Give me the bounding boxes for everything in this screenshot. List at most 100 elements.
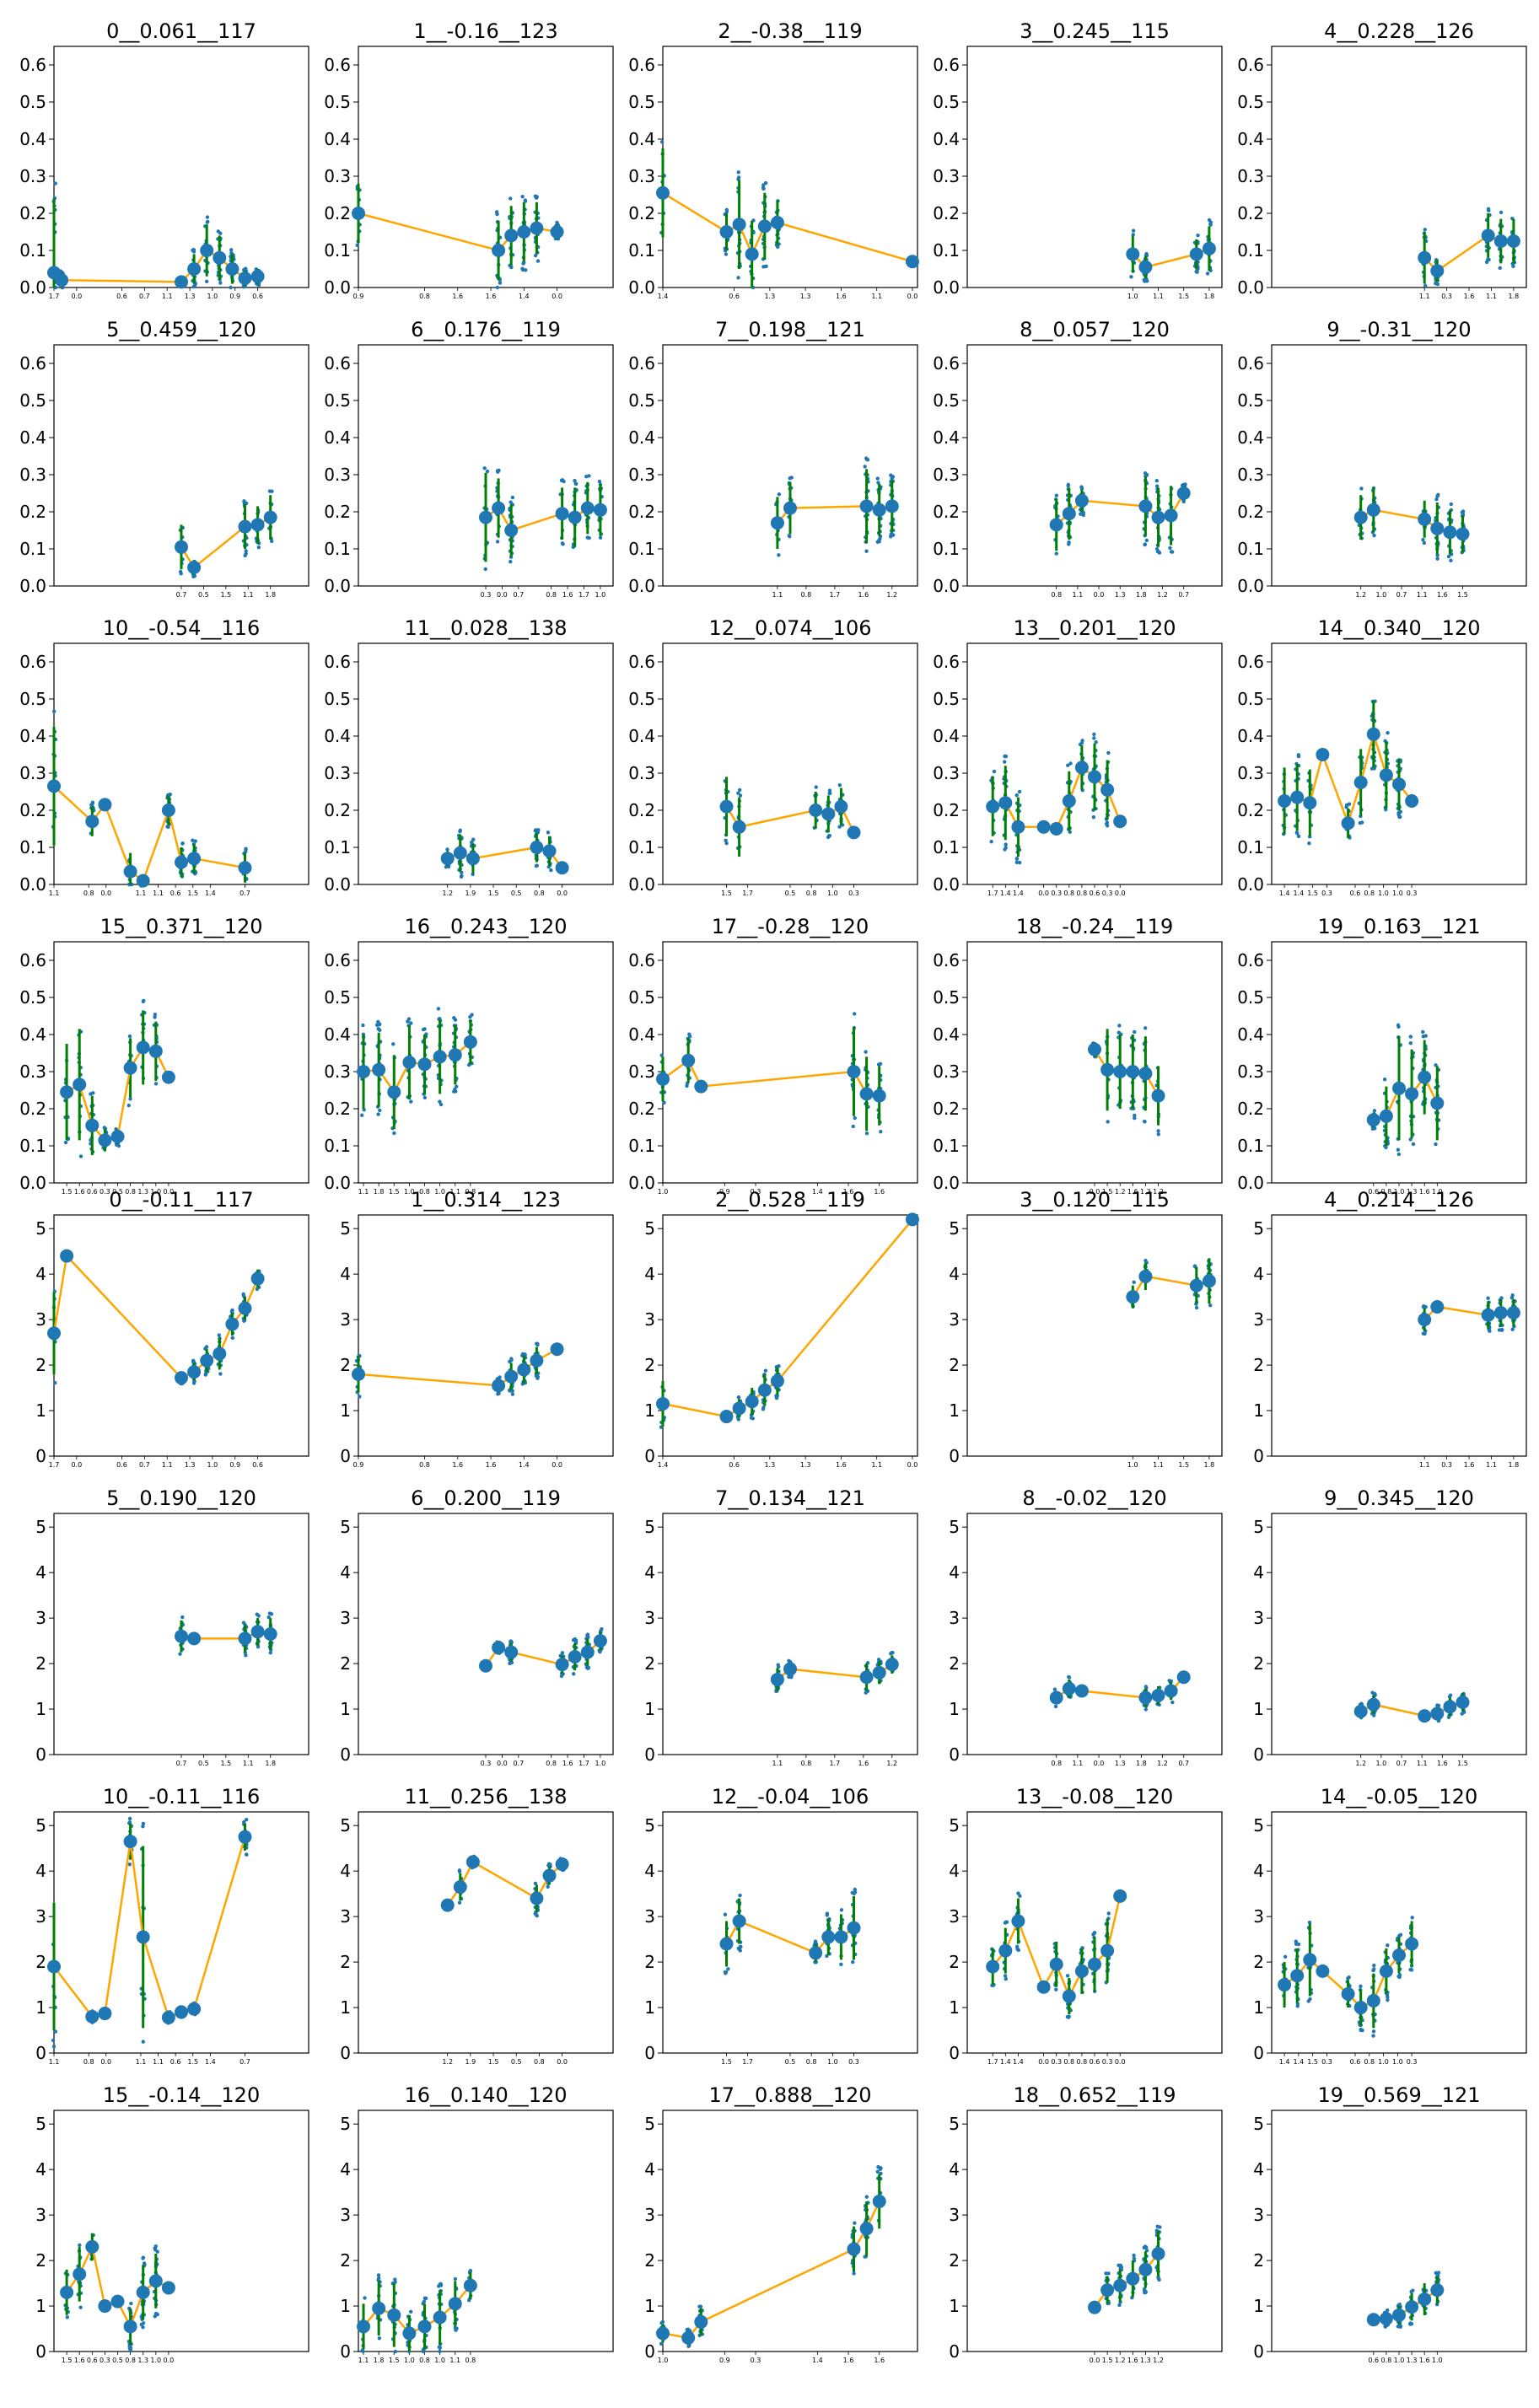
sample-dot bbox=[1169, 550, 1174, 554]
y-tick-label: 0.6 bbox=[19, 55, 46, 75]
data-point bbox=[1366, 727, 1380, 741]
sample-dot bbox=[876, 1658, 881, 1662]
y-tick-label: 0.5 bbox=[324, 92, 351, 112]
sample-dot bbox=[1014, 860, 1019, 865]
sample-dot bbox=[761, 265, 766, 269]
y-tick-label: 0.3 bbox=[628, 763, 655, 783]
data-point bbox=[402, 1056, 417, 1069]
data-point bbox=[47, 1326, 61, 1341]
y-tick-label: 3 bbox=[644, 1309, 655, 1330]
data-point bbox=[250, 269, 265, 283]
x-tick-label: 1.6 bbox=[1464, 293, 1475, 300]
sample-dot bbox=[1498, 266, 1502, 271]
sample-dot bbox=[128, 1097, 132, 1101]
x-tick-label: 1.3 bbox=[800, 293, 811, 300]
sample-dot bbox=[523, 199, 528, 203]
data-point bbox=[1443, 1700, 1457, 1714]
x-tick-label: 0.8 bbox=[1063, 890, 1074, 897]
y-tick-label: 4 bbox=[340, 1562, 351, 1583]
sample-dot bbox=[244, 549, 248, 553]
sample-dot bbox=[1067, 2015, 1071, 2019]
sample-dot bbox=[1066, 542, 1071, 546]
sample-dot bbox=[1411, 1142, 1416, 1147]
sample-dot bbox=[267, 1611, 272, 1615]
x-tick-label: 1.6 bbox=[452, 1461, 463, 1469]
sample-dot bbox=[91, 1091, 95, 1095]
sample-dot bbox=[1156, 1132, 1160, 1137]
x-tick-label: 1.1 bbox=[243, 591, 254, 599]
y-tick-label: 0 bbox=[949, 1744, 960, 1765]
sample-dot bbox=[127, 1034, 132, 1039]
sample-dot bbox=[1054, 1987, 1058, 1991]
subplot-2: 2__-0.38__119 0.0 0.1 0.2 0.3 0.4 0.5 0.6 1.4 0.6… bbox=[628, 19, 919, 300]
data-point bbox=[85, 1118, 100, 1132]
data-point bbox=[1392, 777, 1406, 792]
sample-dot bbox=[1460, 1712, 1464, 1716]
axes-frame bbox=[53, 46, 309, 288]
x-tick-label: 1.5 bbox=[220, 591, 231, 599]
data-point bbox=[1062, 507, 1076, 521]
sample-dot bbox=[269, 539, 274, 544]
x-tick-label: 1.8 bbox=[1204, 293, 1215, 300]
y-tick-label: 3 bbox=[1253, 1309, 1264, 1330]
sample-dot bbox=[1068, 830, 1072, 834]
sample-dot bbox=[510, 495, 515, 500]
sample-dot bbox=[584, 475, 589, 479]
subplot-16: 16__0.243__120 0.0 0.1 0.2 0.3 0.4 0.5 0.6 1.1 1.… bbox=[324, 915, 614, 1196]
sample-dot bbox=[378, 1028, 382, 1033]
sample-dot bbox=[535, 1341, 539, 1346]
data-point bbox=[1481, 1308, 1495, 1322]
y-tick-label: 5 bbox=[949, 1218, 960, 1239]
sample-dot bbox=[546, 1862, 552, 1866]
data-point bbox=[1151, 510, 1165, 524]
y-tick-label: 0.1 bbox=[19, 837, 46, 857]
sample-dot bbox=[436, 1007, 441, 1011]
y-tick-label: 1 bbox=[340, 1997, 351, 2018]
data-point bbox=[448, 1048, 462, 1062]
y-tick-label: 0.0 bbox=[628, 576, 655, 596]
y-tick-label: 1 bbox=[35, 1997, 46, 2018]
y-tick-label: 0.2 bbox=[933, 800, 960, 820]
y-tick-label: 0.1 bbox=[628, 240, 655, 261]
y-tick-label: 2 bbox=[949, 1355, 960, 1375]
x-tick-label: 0.7 bbox=[513, 1760, 524, 1767]
y-tick-label: 0.6 bbox=[933, 55, 960, 75]
x-tick-label: 0.7 bbox=[1178, 1760, 1189, 1767]
data-point bbox=[1418, 512, 1432, 526]
x-tick-label: 1.3 bbox=[764, 293, 775, 300]
x-tick-label: 0.8 bbox=[83, 890, 94, 897]
sample-dot bbox=[1207, 218, 1212, 223]
data-point bbox=[783, 501, 797, 515]
sample-dot bbox=[495, 285, 500, 290]
y-tick-label: 4 bbox=[1253, 1264, 1264, 1284]
data-point bbox=[1049, 822, 1063, 836]
data-point bbox=[656, 1072, 670, 1086]
sample-dot bbox=[597, 479, 602, 484]
data-point bbox=[1366, 1697, 1380, 1712]
x-tick-label: 0.0 bbox=[497, 591, 508, 599]
data-point bbox=[555, 507, 569, 521]
y-tick-label: 0.1 bbox=[628, 539, 655, 559]
sample-dot bbox=[1065, 1974, 1070, 1978]
x-tick-label: 1.4 bbox=[519, 1461, 530, 1469]
y-tick-label: 0.6 bbox=[628, 950, 655, 970]
subplot-7: 7__0.198__121 0.0 0.1 0.2 0.3 0.4 0.5 0.6 1.1 0.8… bbox=[628, 318, 918, 599]
sample-dot bbox=[573, 478, 577, 483]
sample-dot bbox=[267, 489, 272, 493]
y-tick-label: 0.2 bbox=[628, 800, 655, 820]
sample-dot bbox=[1052, 1687, 1057, 1691]
data-point bbox=[1062, 794, 1076, 808]
sample-dot bbox=[825, 1913, 830, 1917]
sample-dot bbox=[1421, 537, 1425, 542]
sample-dot bbox=[724, 207, 729, 212]
x-tick-label: 1.2 bbox=[1355, 1760, 1366, 1767]
sample-dot bbox=[90, 800, 95, 804]
y-tick-label: 0.4 bbox=[1237, 1024, 1264, 1045]
sample-dot bbox=[358, 1395, 362, 1399]
y-tick-label: 5 bbox=[340, 1218, 351, 1239]
data-point bbox=[555, 861, 569, 875]
y-tick-label: 0.1 bbox=[1237, 1136, 1264, 1156]
sample-dot bbox=[256, 1644, 261, 1649]
subplot-title: 10__-0.11__116 bbox=[103, 1785, 260, 1809]
axes-frame bbox=[662, 344, 918, 587]
